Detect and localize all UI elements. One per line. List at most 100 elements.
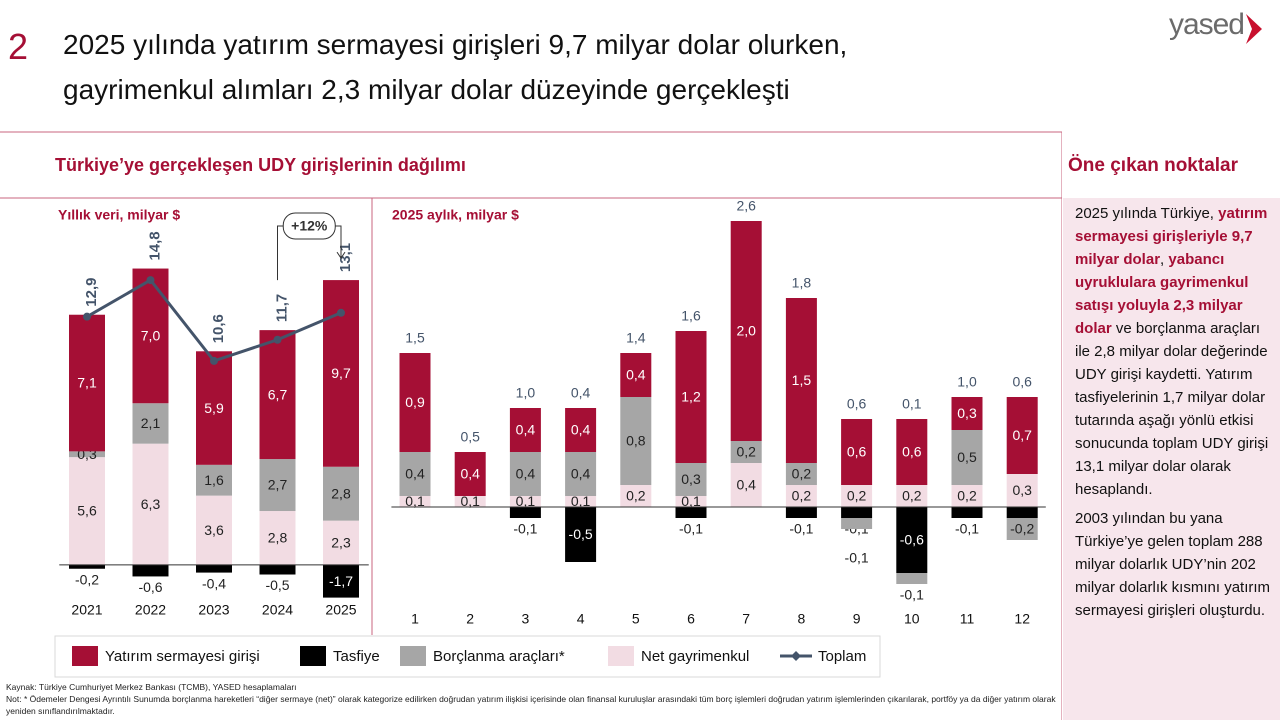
footnote: Not: * Ödemeler Dengesi Ayrıntılı Sunumd… [6,694,1056,716]
bar-segment [1006,397,1038,474]
total-label: 12,9 [83,278,100,307]
bar-segment [132,443,169,565]
bar-segment [399,452,431,496]
side-title: Öne çıkan noktalar [1068,155,1239,176]
segment-label: 0,4 [571,466,591,482]
bar-segment [1006,518,1038,540]
bar-segment [196,564,232,573]
bar-segment [69,564,105,569]
bar-segment [620,485,652,507]
bar-segment [841,507,873,518]
bar-segment [132,403,169,444]
segment-label: -0,1 [845,550,869,566]
segment-label: -0,1 [513,521,537,537]
x-tick-label: 1 [411,611,419,627]
segment-label: 0,2 [736,444,756,460]
legend-swatch [791,651,801,661]
body-text: 2025 yılında Türkiye, [1075,205,1219,222]
segment-label: -0,5 [265,577,289,593]
bar-segment [259,511,296,565]
bar-segment [196,464,232,496]
bar-segment [509,452,541,496]
segment-label: 9,7 [331,365,351,381]
segment-label: 0,2 [792,488,812,504]
segment-label: 5,6 [77,503,97,519]
bar-segment [454,452,486,496]
bar-segment [323,564,359,598]
segment-label: 0,2 [902,488,922,504]
chart-subtitle: 2025 aylık, milyar $ [392,207,519,223]
emphasis-text: yabancı uyruklulara gayrimenkul satışı y… [1075,251,1249,337]
segment-label: 0,4 [516,466,536,482]
bar-segment [565,452,597,496]
side-panel: 2025 yılında Türkiye, yatırım sermayesi … [1063,198,1280,720]
total-label: 1,5 [405,330,425,346]
legend-swatch [72,646,98,666]
segment-label: 0,4 [626,367,646,383]
bar-segment [675,496,707,507]
segment-label: -0,1 [900,587,924,603]
bar-segment [785,463,817,485]
total-point [210,356,218,365]
x-tick-label: 11 [960,611,975,627]
bar-segment [565,408,597,452]
total-point [273,335,282,344]
x-tick-label: 6 [687,611,695,627]
body-text: 2003 yılından bu yana Türkiye’ye gelen t… [1075,510,1271,619]
bar-segment [196,495,232,565]
segment-label: -0,1 [679,521,703,537]
bar-segment [896,507,928,573]
segment-label: -0,5 [569,526,593,542]
chart-subtitle: Yıllık veri, milyar $ [58,207,180,223]
segment-label: 7,0 [141,328,161,344]
total-point [83,312,91,321]
legend-box [54,635,881,678]
logo-chevron [1246,14,1262,44]
legend-label: Yatırım sermayesi girişi [105,648,260,665]
segment-label: 1,6 [204,472,224,488]
segment-label: 0,4 [571,422,591,438]
segment-label: -0,1 [789,521,813,537]
title-line: 2025 yılında yatırım sermayesi girişleri… [63,29,848,60]
segment-label: -1,7 [329,573,353,589]
page-number: 2 [8,26,29,67]
total-label: 0,1 [902,396,922,412]
legend-swatch [400,646,426,666]
segment-label: -0,4 [202,575,226,591]
bar-segment [399,353,431,452]
bar-segment [1006,507,1038,518]
segment-label: 0,4 [405,466,425,482]
side-paragraph: 2025 yılında Türkiye, yatırım sermayesi … [1075,202,1272,501]
title: 2025 yılında yatırım sermayesi girişleri… [63,22,847,112]
segment-label: 0,1 [681,493,701,509]
x-tick-label: 3 [522,611,530,627]
total-label: 13,1 [337,243,354,272]
bar-segment [565,507,597,562]
legend-label: Net gayrimenkul [641,648,749,665]
bar-segment [951,507,983,518]
segment-label: 0,1 [460,493,480,509]
segment-label: 0,6 [847,444,867,460]
total-label: 1,8 [792,275,812,291]
segment-label: 6,7 [268,386,288,402]
annotation-box [282,212,336,240]
bar-segment [259,564,296,575]
total-label: 1,0 [957,374,977,390]
segment-label: 0,9 [405,394,425,410]
segment-label: 2,7 [268,477,288,493]
annotation-arrow [336,251,346,259]
segment-label: -0,2 [75,571,99,587]
segment-label: 0,2 [847,488,867,504]
segment-label: 1,2 [681,389,701,405]
segment-label: 3,6 [204,522,224,538]
bar-segment [675,331,707,463]
segment-label: -0,6 [138,579,162,595]
x-tick-label: 8 [798,611,806,627]
segment-label: 1,5 [792,372,812,388]
side-paragraph: 2003 yılından bu yana Türkiye’ye gelen t… [1075,507,1272,622]
segment-label: -0,6 [900,532,924,548]
footnotes: Kaynak: Türkiye Cumhuriyet Merkez Bankas… [6,681,1056,717]
total-point [337,308,345,317]
bar-segment [69,457,105,565]
